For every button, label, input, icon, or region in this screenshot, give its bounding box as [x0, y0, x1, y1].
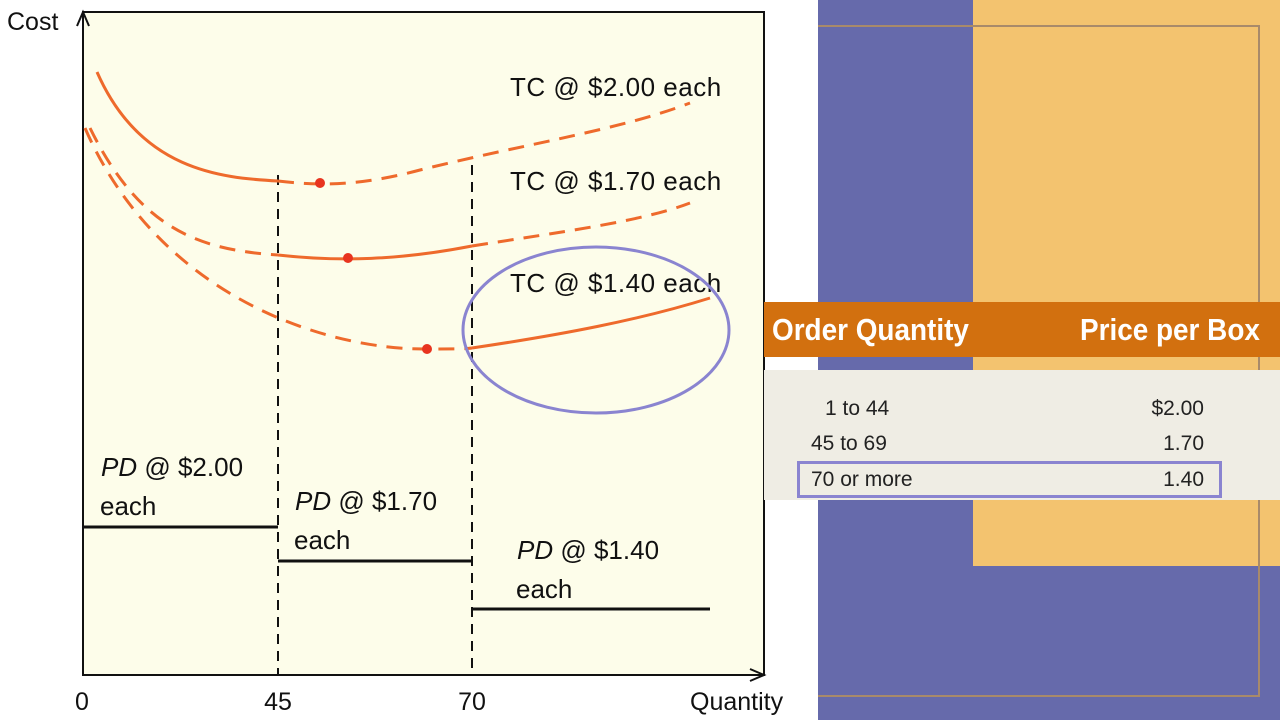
x-tick-label: 0	[75, 688, 89, 716]
pd-label-each: each	[294, 525, 350, 555]
tc-label: TC @ $1.70 each	[510, 166, 722, 196]
tc-label: TC @ $1.40 each	[510, 268, 722, 298]
min-cost-marker	[422, 344, 432, 354]
tc-curve-dashed	[88, 127, 279, 257]
y-axis	[76, 9, 90, 675]
table-row: 1 to 44 $2.00	[764, 397, 1280, 427]
min-cost-marker	[315, 178, 325, 188]
x-tick-label: 70	[458, 688, 486, 716]
decorative-frame	[818, 25, 1260, 697]
tc-curve-dashed	[471, 201, 691, 248]
tc-curve-solid	[277, 244, 473, 261]
tc-curve-solid	[471, 296, 711, 350]
tc-label: TC @ $2.00 each	[510, 72, 722, 102]
header-price-per-box: Price per Box	[1080, 312, 1260, 347]
plot-area	[82, 11, 765, 676]
breakpoint-line	[277, 165, 473, 675]
tc-curve-solid	[95, 71, 279, 183]
pd-label-each: each	[516, 574, 572, 604]
pd-label: PD @ $1.70	[295, 486, 437, 516]
min-cost-marker	[343, 253, 353, 263]
pd-label-each: each	[100, 491, 156, 521]
row-quantity: 70 or more	[811, 468, 913, 491]
header-order-quantity: Order Quantity	[772, 312, 969, 347]
x-axis	[83, 668, 767, 682]
x-tick-label: 45	[264, 688, 292, 716]
row-price: 1.70	[1163, 432, 1204, 455]
table-header: Order Quantity Price per Box	[764, 302, 1280, 357]
price-table: 1 to 44 $2.00 45 to 69 1.70 70 or more 1.40	[764, 370, 1280, 500]
table-row: 45 to 69 1.70	[764, 432, 1280, 462]
row-quantity: 1 to 44	[825, 397, 890, 420]
highlight-ellipse	[461, 245, 731, 415]
cost-chart: Cost Quantity 0 45 70 TC @ $2.00 each TC @ $1.…	[7, 8, 784, 716]
tc-curve-dashed	[277, 101, 691, 186]
table-row: 70 or more 1.40	[764, 468, 1280, 498]
row-price: 1.40	[1163, 468, 1204, 491]
y-axis-label: Cost	[7, 8, 58, 36]
pd-label: PD @ $2.00	[101, 452, 243, 482]
x-axis-label: Quantity	[690, 688, 784, 716]
tc-curve-dashed	[83, 127, 473, 351]
row-quantity: 45 to 69	[811, 432, 887, 455]
highlight-box	[797, 461, 1222, 498]
pd-label: PD @ $1.40	[517, 535, 659, 565]
row-price: $2.00	[1151, 397, 1204, 420]
